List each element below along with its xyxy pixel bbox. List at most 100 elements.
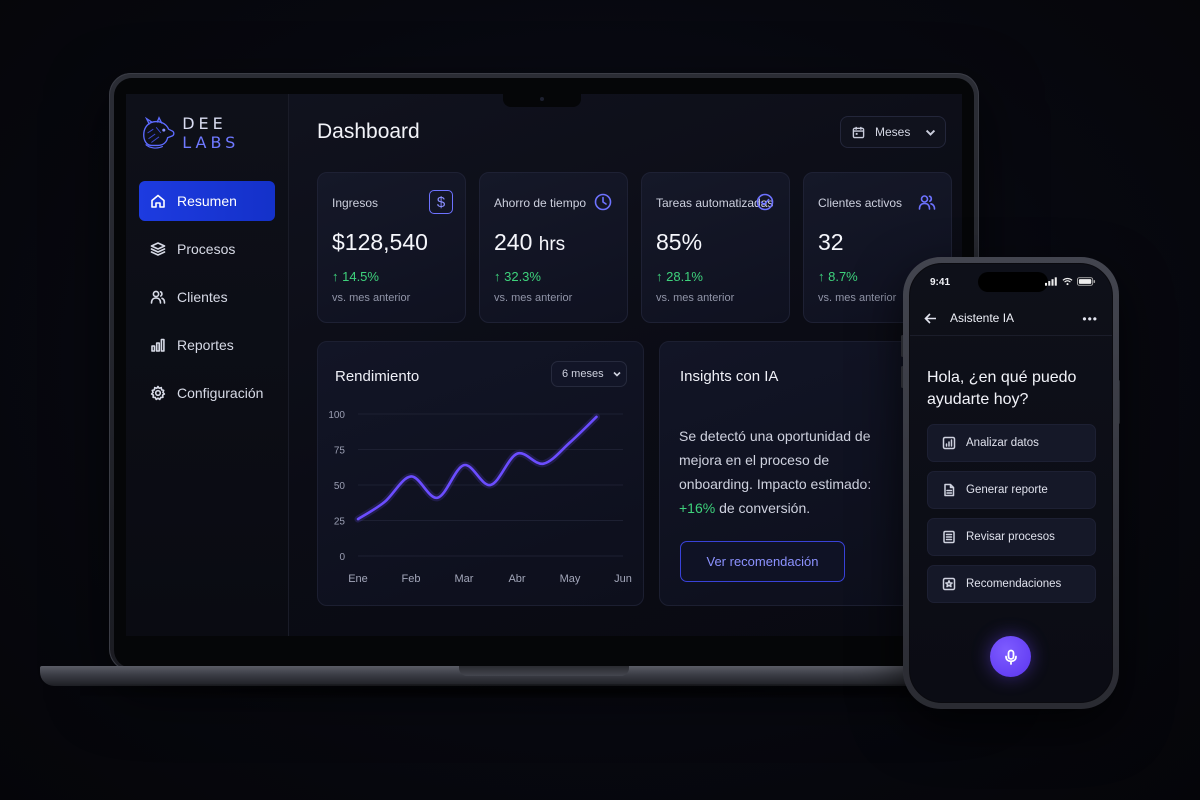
series-line-glow [354,413,600,523]
insight-message: Se detectó una oportunidad de mejora en … [679,424,889,520]
bar-chart-icon [151,338,165,352]
performance-line-chart: 0 25 50 75 100 Ene Feb Mar Abr May Jun [328,410,632,585]
chevron-down-icon [926,129,936,136]
home-icon [151,194,165,208]
status-time: 9:41 [930,277,951,288]
kpi-card-ahorro-tiempo[interactable]: Ahorro de tiempo 240 hrs ↑ 32.3% vs. mes… [479,172,628,323]
y-tick-label: 100 [328,410,345,421]
document-icon [944,483,955,497]
sidebar-nav: Resumen Procesos Clientes Reportes Confi… [139,181,275,421]
kpi-label: Clientes activos [818,196,903,210]
action-revisar-procesos[interactable]: Revisar procesos [927,518,1096,556]
sidebar-item-resumen[interactable]: Resumen [139,181,275,221]
sidebar-item-procesos[interactable]: Procesos [139,229,275,269]
x-tick-label: Ene [348,573,368,585]
sidebar-item-label: Resumen [177,193,237,209]
kpi-value-number: 240 [494,229,533,255]
dynamic-island [978,272,1048,292]
clock-icon [591,190,615,214]
laptop-base [40,666,1050,686]
insights-title: Insights con IA [680,368,779,385]
x-tick-label: Feb [402,573,421,585]
chevron-down-icon [613,371,621,377]
x-tick-label: Abr [508,573,525,585]
kpi-change: ↑ 14.5% [332,269,379,284]
kpi-value: 32 [818,229,844,255]
period-dropdown[interactable]: 6 meses [551,361,627,387]
calendar-icon [852,126,865,138]
kpi-value: $128,540 [332,229,428,255]
action-label: Analizar datos [966,437,1039,449]
kpi-card-ingresos[interactable]: Ingresos $ $128,540 ↑ 14.5% vs. mes ante… [317,172,466,323]
star-icon [942,577,956,591]
action-label: Recomendaciones [966,578,1062,590]
assistant-header: Asistente IA ••• [910,302,1112,336]
dashboard-screen: DEE LABS Resumen Procesos Clientes Repor… [126,94,962,636]
kpi-label: Tareas automatizadas [656,196,774,210]
kpi-label: Ingresos [332,196,379,210]
kpi-subtext: vs. mes anterior [656,292,735,304]
check-circle-icon [753,190,777,214]
more-options-icon[interactable]: ••• [1082,312,1098,326]
y-tick-label: 75 [334,446,346,457]
x-tick-label: Mar [455,573,474,585]
users-icon [915,190,939,214]
kpi-value: 85% [656,229,703,255]
x-tick-label: May [560,573,581,585]
sidebar-item-label: Configuración [177,385,264,401]
layers-icon [150,242,166,256]
kpi-value-unit: hrs [538,234,566,255]
y-tick-label: 0 [339,552,345,563]
period-label: 6 meses [562,368,604,380]
signal-icon [1045,277,1057,286]
action-generar-reporte[interactable]: Generar reporte [927,471,1096,509]
action-analizar-datos[interactable]: Analizar datos [927,424,1096,462]
insights-panel: Insights con IA Se detectó una oportunid… [659,341,939,606]
performance-panel: Rendimiento 6 meses 0 25 50 75 100 Ene Feb Mar A… [317,341,644,606]
brand-logo[interactable]: DEE LABS [138,114,288,152]
laptop-hinge-groove [459,666,629,676]
phone-frame: 9:41 Asistente IA ••• Hola, ¿en qué pued… [903,257,1119,709]
series-line [356,415,598,521]
dog-logo-icon [143,116,175,149]
kpi-subtext: vs. mes anterior [494,292,573,304]
users-icon [150,290,166,304]
kpi-change: ↑ 8.7% [818,269,858,284]
kpi-value: 240 hrs [494,229,565,256]
gear-icon [150,385,166,401]
assistant-title: Asistente IA [950,311,1015,325]
insight-highlight: +16% [679,500,716,516]
sidebar-item-label: Clientes [177,289,228,305]
back-arrow-icon[interactable] [924,312,937,325]
action-label: Revisar procesos [966,531,1055,543]
chart-icon [942,436,956,450]
phone-volume-button [901,335,904,357]
insight-text-after: de conversión. [715,500,811,516]
insight-text-before: Se detectó una oportunidad de mejora en … [679,428,872,492]
view-recommendation-button[interactable]: Ver recomendación [680,541,845,582]
date-range-label: Meses [875,125,911,139]
assistant-greeting: Hola, ¿en qué puedo ayudarte hoy? [927,369,1077,408]
y-tick-label: 25 [334,517,346,528]
page-title: Dashboard [317,120,420,143]
action-recomendaciones[interactable]: Recomendaciones [927,565,1096,603]
battery-icon [1077,277,1096,286]
brand-name-labs: LABS [182,133,240,152]
kpi-subtext: vs. mes anterior [332,292,411,304]
phone-volume-button [901,366,904,388]
microphone-button[interactable] [990,636,1031,677]
sidebar-item-label: Procesos [177,241,236,257]
sidebar-item-label: Reportes [177,337,234,353]
performance-title: Rendimiento [335,368,420,385]
sidebar-item-reportes[interactable]: Reportes [139,325,275,365]
date-range-dropdown[interactable]: Meses [840,116,946,148]
list-icon [943,530,955,544]
phone-screen: 9:41 Asistente IA ••• Hola, ¿en qué pued… [909,263,1113,703]
kpi-card-tareas-automatizadas[interactable]: Tareas automatizadas 85% ↑ 28.1% vs. mes… [641,172,790,323]
sidebar-item-configuracion[interactable]: Configuración [139,373,275,413]
microphone-icon [1004,649,1017,665]
brand-name: DEE LABS [182,114,288,152]
wifi-icon [1062,277,1073,286]
sidebar-item-clientes[interactable]: Clientes [139,277,275,317]
kpi-change: ↑ 28.1% [656,269,703,284]
